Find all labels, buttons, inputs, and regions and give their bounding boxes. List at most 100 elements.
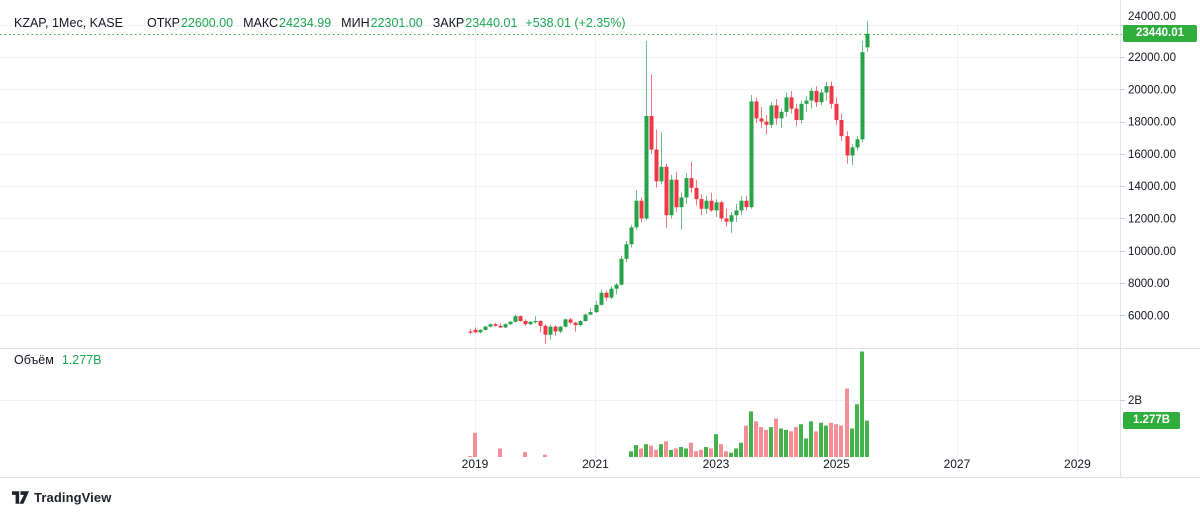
volume-bar <box>794 427 798 457</box>
price-axis[interactable]: 24000.00 22000.00 20000.00 18000.00 16000.00… <box>1120 11 1176 407</box>
volume-bar <box>814 431 818 457</box>
year-tick-label: 2019 <box>462 457 489 471</box>
candle-body <box>689 178 694 188</box>
candle-body <box>704 200 709 209</box>
candle-body <box>533 320 538 323</box>
volume-bars <box>468 351 869 457</box>
volume-bar <box>764 429 768 457</box>
candle-body <box>749 101 754 208</box>
candle-body <box>548 326 553 335</box>
volume-bar <box>739 442 743 457</box>
candle-body <box>774 105 779 119</box>
volume-bar <box>664 441 668 457</box>
candle-body <box>639 200 644 219</box>
volume-bar <box>734 448 738 457</box>
volume-legend: Объём 1.277B <box>14 352 101 368</box>
candle-body <box>739 200 744 211</box>
candle-body <box>508 321 513 325</box>
candle-body <box>794 108 799 120</box>
volume-bar <box>639 448 643 457</box>
candle-body <box>473 329 478 333</box>
low-value: 22301.00 <box>370 16 423 30</box>
volume-bar <box>724 451 728 457</box>
candle-body <box>694 187 699 200</box>
last-volume-badge: 1.277B <box>1123 412 1180 429</box>
volume-bar <box>779 428 783 457</box>
tradingview-logo[interactable]: TradingView <box>12 490 111 505</box>
volume-bar <box>523 452 527 457</box>
candle-body <box>483 326 488 330</box>
candle-body <box>784 97 789 112</box>
symbol-title[interactable]: KZAP, 1Мес, KASE <box>14 16 123 30</box>
time-axis[interactable]: 2019 2021 2023 2025 2027 2029 <box>462 457 1091 471</box>
price-tick-label: 20000.00 <box>1128 84 1176 96</box>
candle-body <box>860 52 865 140</box>
open-label: ОТКР <box>146 16 180 30</box>
candle-body <box>583 314 588 321</box>
volume-bar <box>850 428 854 457</box>
candle-body <box>845 136 850 156</box>
low-label: МИН <box>341 16 370 30</box>
candle-body <box>578 320 583 326</box>
candle-body <box>724 218 729 222</box>
volume-bar <box>809 421 813 457</box>
volume-bar <box>699 449 703 457</box>
candle-body <box>468 331 473 333</box>
high-label: МАКС <box>243 16 279 30</box>
volume-bar <box>819 422 823 457</box>
last-price-badge: 23440.01 <box>1123 25 1197 42</box>
candle-body <box>744 200 749 208</box>
price-tick-label: 24000.00 <box>1128 11 1176 23</box>
candle-body <box>528 321 533 325</box>
year-tick-label: 2025 <box>823 457 850 471</box>
candle-body <box>568 319 573 323</box>
volume-bar <box>855 404 859 457</box>
candle-body <box>754 101 759 119</box>
price-tick-label: 18000.00 <box>1128 117 1176 129</box>
volume-bar <box>674 448 678 457</box>
candle-body <box>789 97 794 109</box>
candle-body <box>604 292 609 298</box>
candle-body <box>649 115 654 150</box>
volume-bar <box>799 424 803 457</box>
gridlines <box>0 25 1120 457</box>
candle-body <box>764 121 769 125</box>
candle-body <box>558 326 563 332</box>
volume-bar <box>845 388 849 457</box>
candle-body <box>624 244 629 259</box>
candle-body <box>839 119 844 137</box>
candle-bodies <box>468 33 870 335</box>
candle-body <box>679 197 684 208</box>
volume-bar <box>754 421 758 457</box>
volume-bar <box>669 449 673 457</box>
year-tick-label: 2029 <box>1064 457 1091 471</box>
volume-bar <box>704 447 708 457</box>
price-tick-label: 12000.00 <box>1128 213 1176 225</box>
candle-body <box>599 292 604 305</box>
candle-body <box>709 200 714 211</box>
volume-bar <box>749 411 753 457</box>
candle-body <box>829 86 834 104</box>
volume-bar <box>829 422 833 457</box>
year-tick-label: 2027 <box>944 457 971 471</box>
candle-body <box>865 33 870 48</box>
candle-body <box>669 179 674 216</box>
volume-bar <box>634 445 638 457</box>
candle-body <box>659 166 664 182</box>
volume-bar <box>468 456 472 457</box>
candle-body <box>609 288 614 298</box>
candle-body <box>855 139 860 148</box>
candle-body <box>799 103 804 120</box>
candle-body <box>714 202 719 211</box>
candle-body <box>478 329 483 333</box>
volume-bar <box>709 448 713 457</box>
candle-body <box>684 178 689 198</box>
candle-body <box>503 324 508 328</box>
candle-body <box>498 325 503 328</box>
price-tick-label: 6000.00 <box>1128 310 1170 322</box>
price-tick-label: 10000.00 <box>1128 246 1176 258</box>
year-tick-label: 2021 <box>582 457 609 471</box>
volume-bar <box>865 420 869 457</box>
candle-body <box>729 215 734 222</box>
